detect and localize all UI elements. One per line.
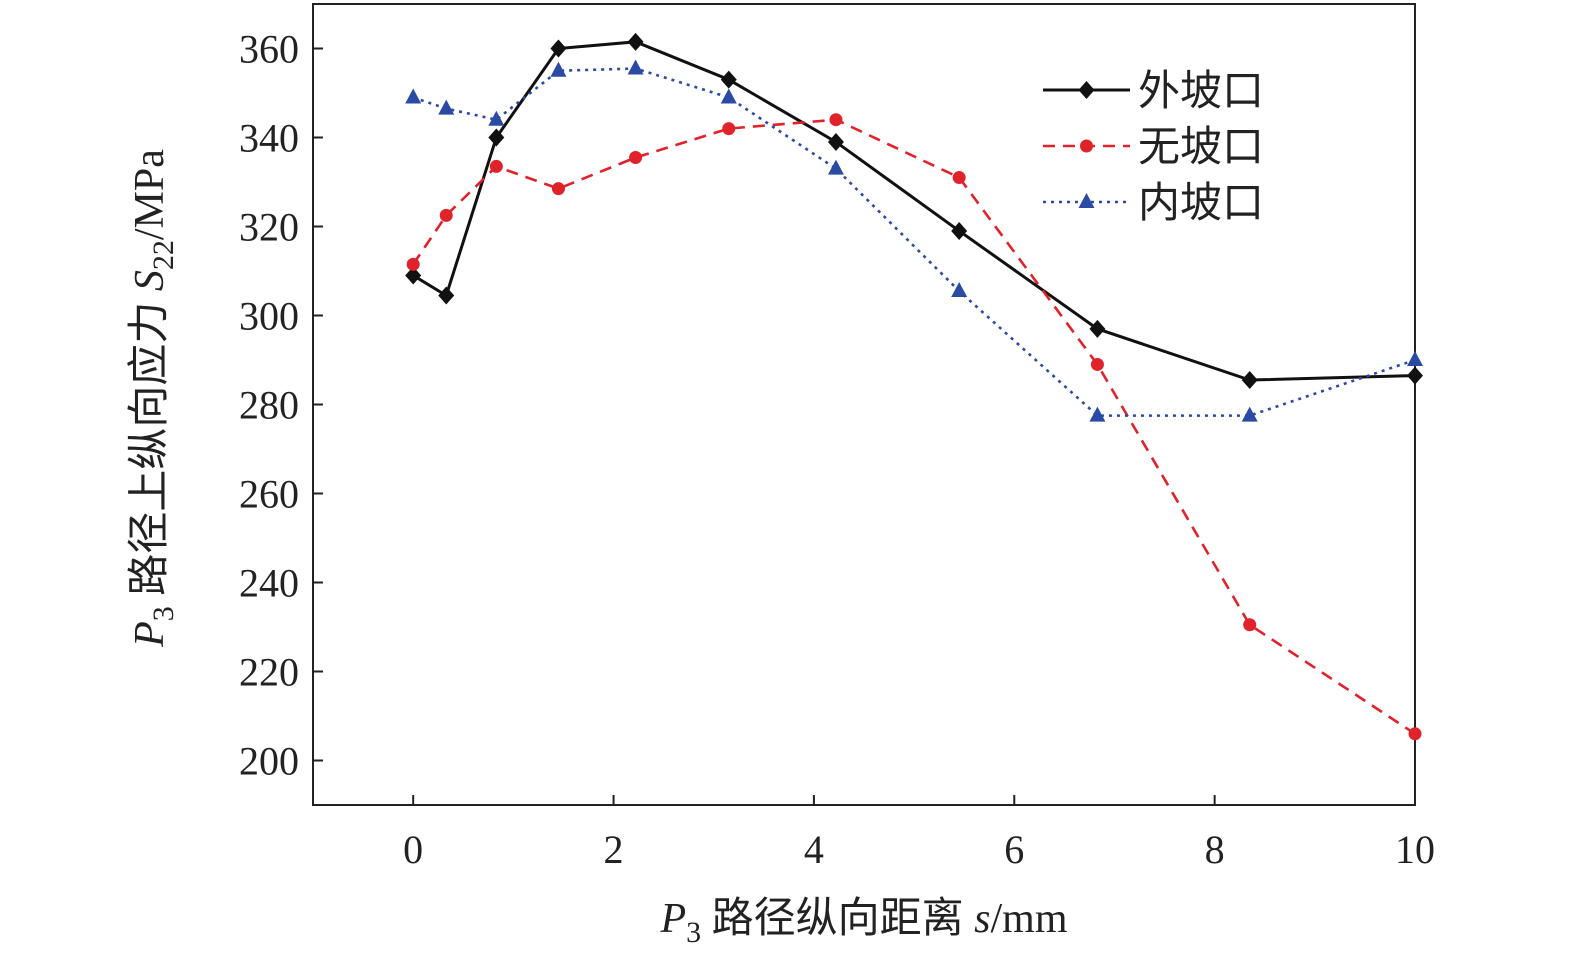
data-point: [1407, 351, 1423, 366]
y-axis-title-sub: 3: [147, 606, 180, 621]
data-point: [550, 39, 567, 58]
data-point: [1408, 727, 1422, 741]
y-tick-label: 320: [239, 205, 299, 250]
legend-label: 无坡口: [1138, 122, 1264, 171]
data-point: [1243, 618, 1257, 632]
x-axis-title-sym: s: [974, 896, 990, 942]
data-point: [1089, 406, 1106, 422]
data-point: [406, 257, 420, 271]
x-tick-label: 4: [804, 827, 824, 872]
data-point: [1241, 406, 1258, 422]
data-point: [1407, 366, 1423, 385]
data-point: [438, 99, 455, 115]
series-line: [412, 40, 1416, 382]
data-point: [550, 61, 567, 77]
x-tick-label: 2: [604, 827, 624, 872]
y-axis-title-unit: /MPa: [127, 149, 173, 240]
data-point: [827, 159, 844, 175]
legend-label: 外坡口: [1138, 66, 1264, 115]
y-tick-label: 340: [239, 116, 299, 161]
y-tick-label: 360: [239, 27, 299, 72]
y-axis-title: P3 路径上纵向应力 S22/MPa: [126, 149, 180, 648]
series-line: [412, 118, 1416, 735]
legend-marker: [1078, 193, 1095, 208]
data-point: [722, 122, 736, 136]
data-point: [439, 208, 453, 222]
data-point: [627, 32, 644, 51]
y-tick-label: 280: [239, 383, 299, 428]
data-point: [827, 132, 844, 151]
series-line: [412, 67, 1416, 417]
data-point: [488, 128, 505, 147]
data-point: [629, 151, 643, 165]
y-tick-label: 260: [239, 472, 299, 517]
x-axis: 0 2 4 6 8 10: [403, 795, 1435, 872]
x-tick-label: 8: [1205, 827, 1225, 872]
x-axis-title-sub: 3: [686, 916, 701, 949]
data-point: [952, 171, 966, 185]
x-axis-title-unit: /mm: [991, 896, 1068, 942]
data-point: [405, 266, 422, 285]
x-tick-label: 6: [1004, 827, 1024, 872]
y-tick-label: 240: [239, 561, 299, 606]
y-axis-title-sym-sub: 22: [147, 240, 180, 270]
x-axis-title: P3 路径纵向距离 s/mm: [659, 895, 1067, 949]
y-axis-title-var: P: [127, 621, 173, 648]
y-tick-label: 220: [239, 650, 299, 695]
data-point: [951, 282, 968, 298]
data-point: [1089, 319, 1106, 338]
data-point: [627, 59, 644, 75]
y-tick-label: 200: [239, 739, 299, 784]
data-point: [1241, 371, 1258, 390]
data-point: [720, 88, 737, 104]
data-point: [438, 286, 455, 305]
x-axis-title-var: P: [659, 896, 686, 942]
data-point: [720, 70, 737, 89]
series-0: [405, 32, 1423, 390]
data-point: [489, 159, 503, 173]
data-point: [488, 110, 505, 126]
series-layer: [405, 32, 1423, 741]
legend-marker: [1078, 81, 1095, 99]
y-axis-title-sym: S: [127, 270, 173, 291]
x-tick-label: 0: [403, 827, 423, 872]
x-tick-label: 10: [1395, 827, 1435, 872]
data-point: [1090, 357, 1104, 371]
y-tick-label: 300: [239, 294, 299, 339]
y-axis: 200 220 240 260 280 300 320 340 360: [239, 27, 323, 784]
data-point: [405, 88, 422, 104]
legend-label: 内坡口: [1138, 178, 1264, 227]
series-2: [405, 59, 1423, 422]
data-point: [551, 182, 565, 196]
series-1: [406, 113, 1422, 741]
legend-marker: [1080, 139, 1093, 153]
data-point: [951, 221, 968, 240]
x-axis-title-text: 路径纵向距离: [701, 895, 974, 942]
data-point: [829, 113, 843, 127]
y-axis-title-text: 路径上纵向应力: [126, 291, 173, 606]
